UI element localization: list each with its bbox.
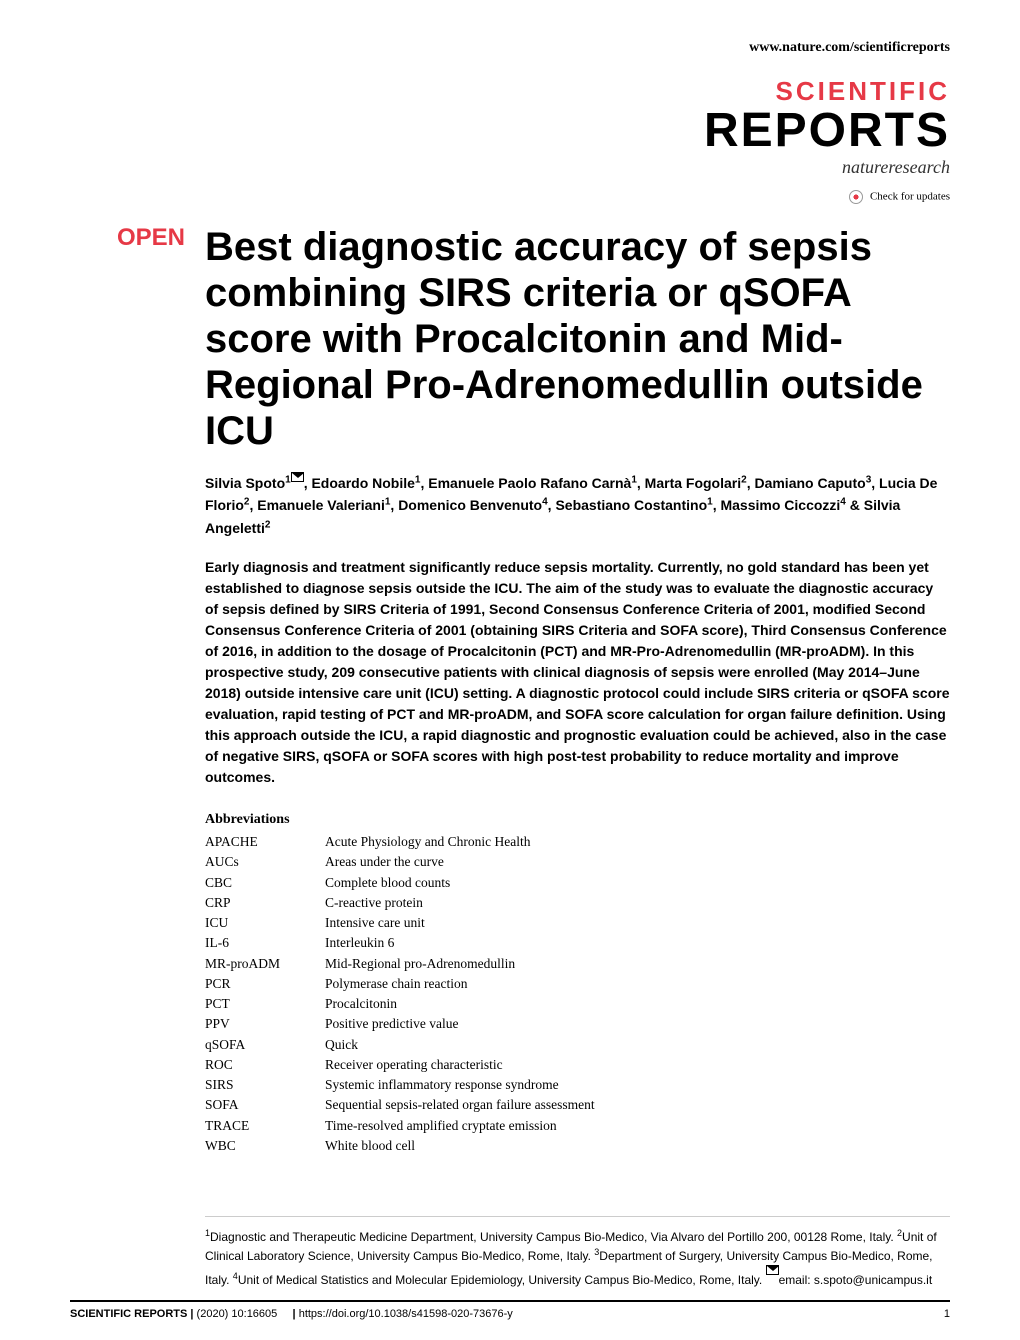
abbreviation-row: CBCComplete blood counts [205,873,950,893]
abbreviation-row: PCTProcalcitonin [205,994,950,1014]
check-updates-label: Check for updates [870,191,950,203]
left-column: OPEN [70,224,185,1289]
abbreviation-key: qSOFA [205,1035,325,1055]
abbreviation-key: ICU [205,913,325,933]
abbreviation-value: Intensive care unit [325,913,425,933]
abbreviation-key: PCR [205,974,325,994]
abbreviations-table: APACHEAcute Physiology and Chronic Healt… [205,832,950,1156]
check-updates-icon [849,190,863,204]
abbreviation-key: PPV [205,1014,325,1034]
abbreviation-key: WBC [205,1136,325,1156]
abbreviation-row: SOFASequential sepsis-related organ fail… [205,1095,950,1115]
abbreviation-row: IL-6Interleukin 6 [205,933,950,953]
footer-citation: SCIENTIFIC REPORTS | (2020) 10:16605 | h… [70,1308,513,1320]
abbreviation-row: MR-proADMMid-Regional pro-Adrenomedullin [205,954,950,974]
abbreviation-key: SOFA [205,1095,325,1115]
affiliations-block: 1Diagnostic and Therapeutic Medicine Dep… [205,1216,950,1289]
abbreviation-value: Interleukin 6 [325,933,394,953]
abbreviation-row: CRPC-reactive protein [205,893,950,913]
footer-year-vol: (2020) 10:16605 [197,1308,278,1320]
abbreviation-value: Receiver operating characteristic [325,1055,503,1075]
abbreviation-value: Systemic inflammatory response syndrome [325,1075,559,1095]
journal-logo: SCIENTIFIC REPORTS natureresearch [70,76,950,178]
abbreviation-value: Complete blood counts [325,873,450,893]
footer-doi[interactable]: https://doi.org/10.1038/s41598-020-73676… [299,1308,513,1320]
page-number: 1 [944,1308,950,1320]
logo-line-2: REPORTS [70,107,950,155]
page-container: www.nature.com/scientificreports SCIENTI… [0,0,1020,1340]
abbreviation-key: CRP [205,893,325,913]
abbreviation-value: Quick [325,1035,358,1055]
open-access-badge: OPEN [70,224,185,252]
abbreviation-value: Acute Physiology and Chronic Health [325,832,530,852]
abbreviations-heading: Abbreviations [205,812,950,828]
abbreviation-value: Mid-Regional pro-Adrenomedullin [325,954,515,974]
abbreviation-value: Areas under the curve [325,852,444,872]
abbreviation-key: MR-proADM [205,954,325,974]
abbreviation-value: White blood cell [325,1136,415,1156]
abstract-text: Early diagnosis and treatment significan… [205,557,950,788]
mail-icon [291,472,304,482]
abbreviation-key: IL-6 [205,933,325,953]
abbreviation-row: ROCReceiver operating characteristic [205,1055,950,1075]
abbreviation-row: qSOFAQuick [205,1035,950,1055]
logo-line-1: SCIENTIFIC [70,76,950,107]
abbreviation-key: PCT [205,994,325,1014]
mail-icon [766,1265,779,1275]
abbreviation-row: TRACETime-resolved amplified cryptate em… [205,1116,950,1136]
abbreviation-row: ICUIntensive care unit [205,913,950,933]
content-column: Best diagnostic accuracy of sepsis combi… [205,224,950,1289]
abbreviation-value: Sequential sepsis-related organ failure … [325,1095,595,1115]
check-updates-link[interactable]: Check for updates [70,190,950,204]
logo-subtitle: natureresearch [70,157,950,178]
abbreviation-key: SIRS [205,1075,325,1095]
abbreviation-key: AUCs [205,852,325,872]
abbreviation-row: WBCWhite blood cell [205,1136,950,1156]
footer-journal: SCIENTIFIC REPORTS [70,1308,187,1320]
abbreviation-key: ROC [205,1055,325,1075]
article-title: Best diagnostic accuracy of sepsis combi… [205,224,950,454]
abbreviation-row: PCRPolymerase chain reaction [205,974,950,994]
abbreviation-value: Procalcitonin [325,994,397,1014]
abbreviation-key: TRACE [205,1116,325,1136]
header-url[interactable]: www.nature.com/scientificreports [70,40,950,56]
abbreviation-value: Positive predictive value [325,1014,458,1034]
abbreviation-row: AUCsAreas under the curve [205,852,950,872]
abbreviation-value: Polymerase chain reaction [325,974,467,994]
abbreviation-key: APACHE [205,832,325,852]
abbreviation-value: C-reactive protein [325,893,423,913]
abbreviation-value: Time-resolved amplified cryptate emissio… [325,1116,557,1136]
article-body: OPEN Best diagnostic accuracy of sepsis … [70,224,950,1289]
abbreviation-key: CBC [205,873,325,893]
authors-list: Silvia Spoto1, Edoardo Nobile1, Emanuele… [205,472,950,539]
page-footer: SCIENTIFIC REPORTS | (2020) 10:16605 | h… [70,1300,950,1320]
abbreviation-row: SIRSSystemic inflammatory response syndr… [205,1075,950,1095]
abbreviation-row: PPVPositive predictive value [205,1014,950,1034]
abbreviation-row: APACHEAcute Physiology and Chronic Healt… [205,832,950,852]
